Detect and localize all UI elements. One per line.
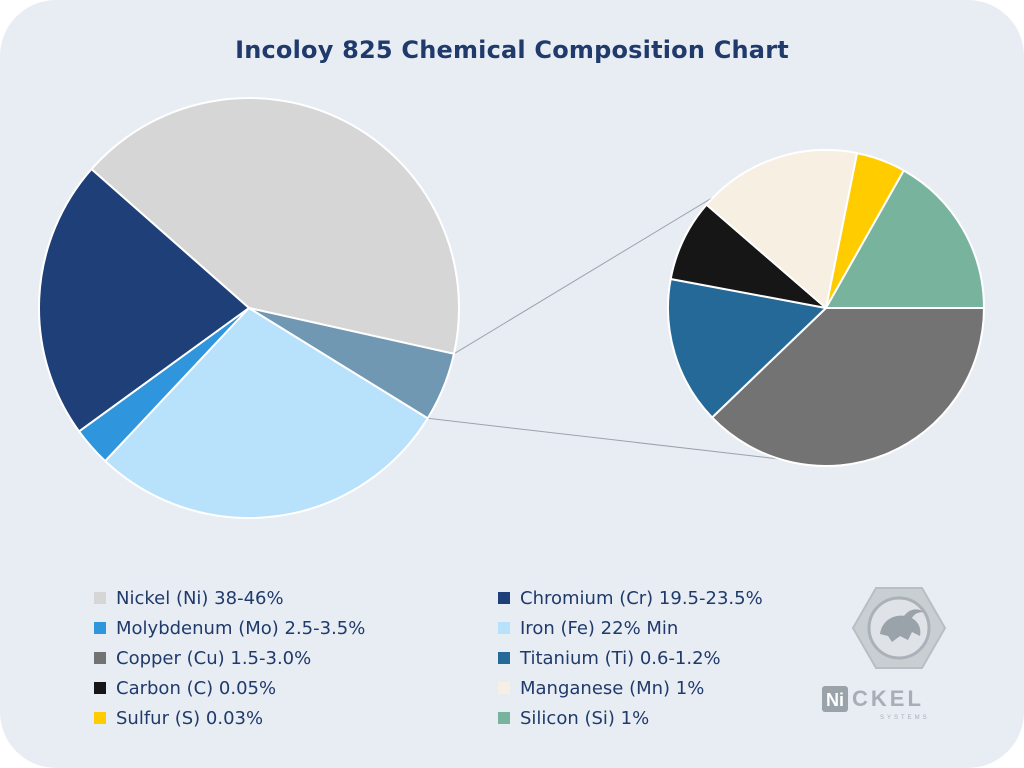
- legend-item-sulfur-0-03: Sulfur (S) 0.03%: [94, 706, 498, 730]
- legend-swatch: [498, 712, 510, 724]
- legend-swatch: [498, 592, 510, 604]
- legend-item-copper-1-5-3-0: Copper (Cu) 1.5-3.0%: [94, 646, 498, 670]
- legend-item-iron-22-min: Iron (Fe) 22% Min: [498, 616, 814, 640]
- legend-item-molybdenum-2-5-3-5: Molybdenum (Mo) 2.5-3.5%: [94, 616, 498, 640]
- legend-swatch: [498, 652, 510, 664]
- legend-label: Molybdenum (Mo) 2.5-3.5%: [116, 617, 366, 639]
- legend-item-manganese-1: Manganese (Mn) 1%: [498, 676, 814, 700]
- legend-label: Carbon (C) 0.05%: [116, 677, 277, 699]
- svg-text:CKEL: CKEL: [852, 686, 924, 711]
- legend-swatch: [94, 712, 106, 724]
- legend-item-carbon-0-05: Carbon (C) 0.05%: [94, 676, 498, 700]
- connector-line-bottom: [427, 417, 780, 460]
- main-pie: [38, 97, 460, 519]
- legend-label: Titanium (Ti) 0.6-1.2%: [520, 647, 721, 669]
- legend-swatch: [94, 682, 106, 694]
- bull-icon: Ni CKEL SYSTEMS: [822, 587, 947, 721]
- legend-swatch: [498, 622, 510, 634]
- legend-item-chromium-19-5-23-5: Chromium (Cr) 19.5-23.5%: [498, 586, 814, 610]
- legend-item-silicon-1: Silicon (Si) 1%: [498, 706, 814, 730]
- legend-label: Copper (Cu) 1.5-3.0%: [116, 647, 312, 669]
- legend-swatch: [94, 592, 106, 604]
- secondary-pie: [667, 149, 985, 467]
- legend-label: Manganese (Mn) 1%: [520, 677, 705, 699]
- nickel-wordmark: Ni CKEL SYSTEMS: [822, 686, 930, 721]
- legend-swatch: [498, 682, 510, 694]
- main-pie-slice-iron: [104, 307, 429, 519]
- secondary-pie-slice-silicon: [825, 169, 985, 309]
- main-pie-slice-nickel: [90, 97, 460, 355]
- legend-label: Silicon (Si) 1%: [520, 707, 650, 729]
- svg-text:Ni: Ni: [826, 690, 844, 710]
- nickel-systems-logo: Ni CKEL SYSTEMS: [820, 582, 960, 732]
- secondary-pie-slice-copper: [711, 307, 985, 467]
- legend-label: Iron (Fe) 22% Min: [520, 617, 679, 639]
- legend-label: Sulfur (S) 0.03%: [116, 707, 264, 729]
- legend-label: Nickel (Ni) 38-46%: [116, 587, 284, 609]
- secondary-pie-slice-manganese: [705, 149, 859, 309]
- legend-item-nickel-38-46: Nickel (Ni) 38-46%: [94, 586, 498, 610]
- secondary-pie-slice-titanium: [667, 277, 827, 419]
- legend-label: Chromium (Cr) 19.5-23.5%: [520, 587, 763, 609]
- main-pie-slice-chromium: [38, 168, 250, 433]
- legend-swatch: [94, 652, 106, 664]
- chart-legend: Nickel (Ni) 38-46% Chromium (Cr) 19.5-23.…: [94, 586, 814, 730]
- svg-text:SYSTEMS: SYSTEMS: [880, 715, 930, 721]
- chart-title: Incoloy 825 Chemical Composition Chart: [235, 36, 789, 64]
- legend-swatch: [94, 622, 106, 634]
- legend-item-titanium-0-6-1-2: Titanium (Ti) 0.6-1.2%: [498, 646, 814, 670]
- main-pie-slice-other: [248, 307, 455, 420]
